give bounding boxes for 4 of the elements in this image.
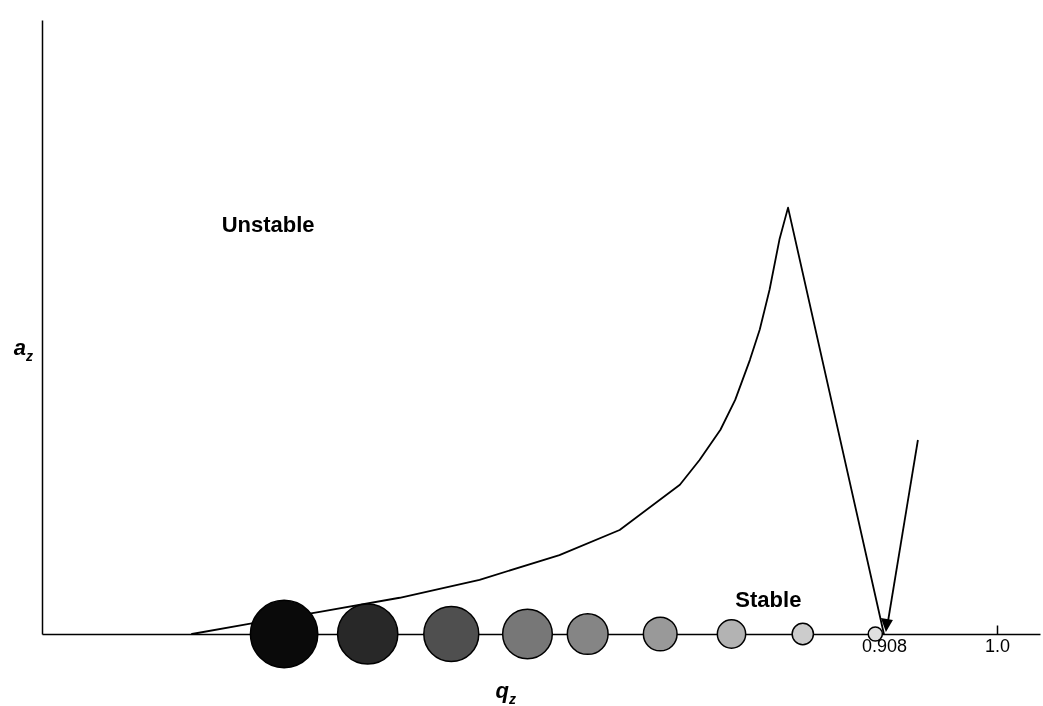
annotation: Unstable: [221, 211, 315, 237]
x-tick-label: 1.0: [984, 635, 1010, 656]
annotation: Stable: [735, 586, 802, 612]
x-tick-label: 0.908: [861, 635, 907, 656]
